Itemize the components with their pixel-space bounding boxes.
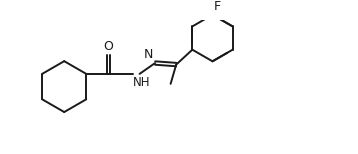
Text: NH: NH: [133, 76, 151, 89]
Text: O: O: [103, 40, 113, 53]
Text: N: N: [144, 48, 154, 61]
Text: F: F: [214, 0, 221, 13]
